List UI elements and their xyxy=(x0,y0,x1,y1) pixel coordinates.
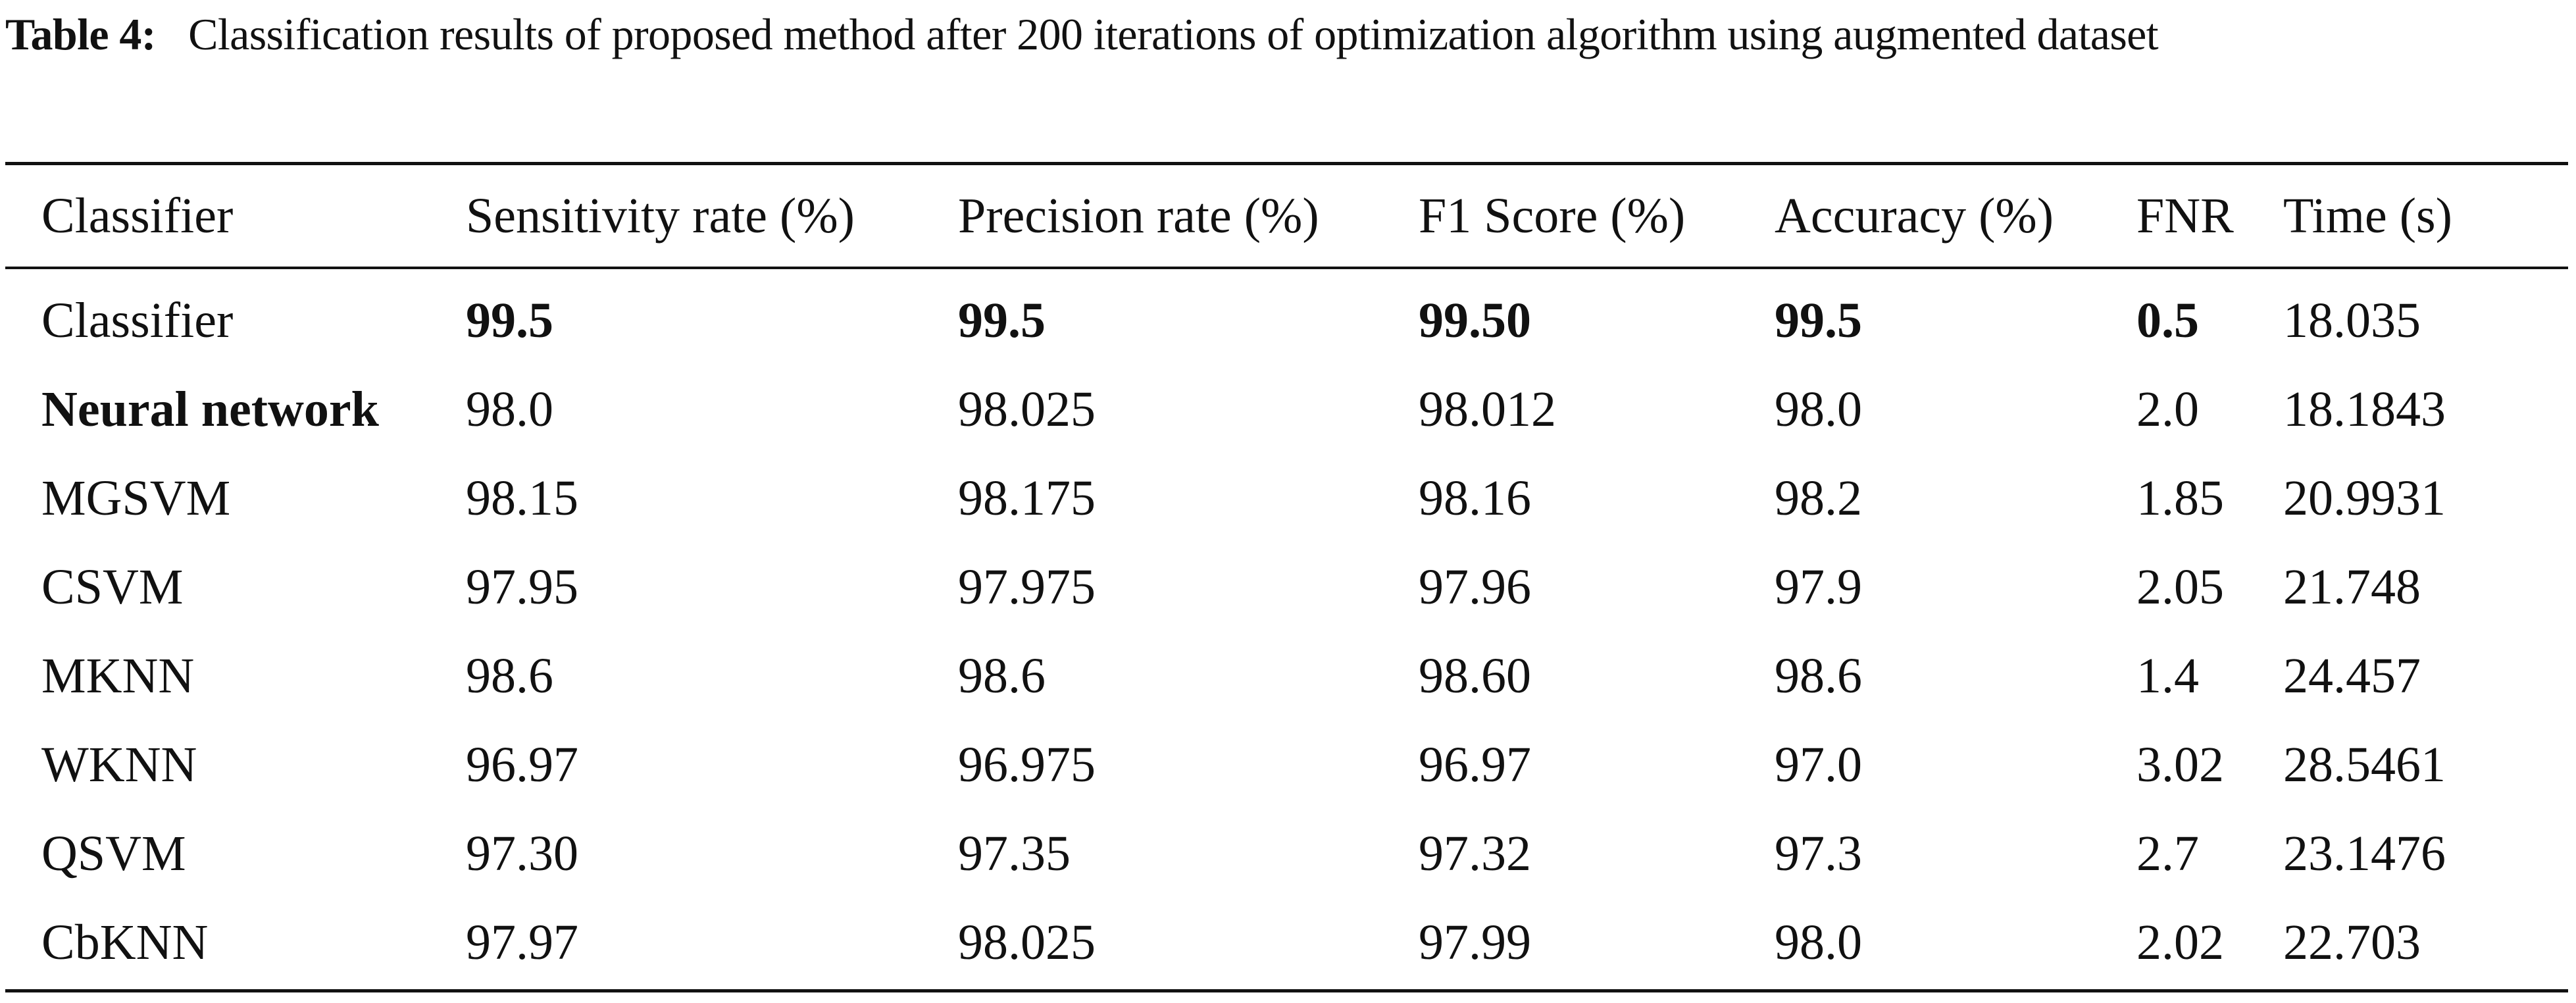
cell-time: 21.748 xyxy=(2283,559,2421,615)
cell-precision: 98.6 xyxy=(958,648,1046,704)
cell-sensitivity: 98.15 xyxy=(466,471,578,526)
cell-sensitivity: 97.97 xyxy=(466,915,578,970)
cell-precision: 96.975 xyxy=(958,737,1096,792)
cell-sensitivity: 97.30 xyxy=(466,826,578,881)
cell-sensitivity: 99.5 xyxy=(466,293,553,348)
header-rule xyxy=(5,267,2568,269)
cell-precision: 99.5 xyxy=(958,293,1046,348)
cell-accuracy: 98.2 xyxy=(1775,471,1862,526)
bottom-rule xyxy=(5,989,2568,992)
cell-f1-score: 99.50 xyxy=(1419,293,1531,348)
cell-precision: 98.175 xyxy=(958,471,1096,526)
cell-sensitivity: 98.6 xyxy=(466,648,553,704)
header-row: Classifier Sensitivity rate (%) Precisio… xyxy=(5,165,2568,267)
cell-sensitivity: 97.95 xyxy=(466,559,578,615)
table-caption-text: Classification results of proposed metho… xyxy=(188,9,2159,59)
cell-accuracy: 97.3 xyxy=(1775,826,1862,881)
cell-accuracy: 98.0 xyxy=(1775,915,1862,970)
table-row: QSVM 97.30 97.35 97.32 97.3 2.7 23.1476 xyxy=(5,810,2568,898)
table-row: WKNN 96.97 96.975 96.97 97.0 3.02 28.546… xyxy=(5,721,2568,810)
table-row: CbKNN 97.97 98.025 97.99 98.0 2.02 22.70… xyxy=(5,898,2568,987)
cell-time: 20.9931 xyxy=(2283,471,2446,526)
table-row: Classifier 99.5 99.5 99.50 99.5 0.5 18.0… xyxy=(5,276,2568,365)
cell-precision: 98.025 xyxy=(958,382,1096,437)
cell-time: 22.703 xyxy=(2283,915,2421,970)
cell-accuracy: 97.0 xyxy=(1775,737,1862,792)
cell-classifier: CSVM xyxy=(41,559,184,615)
header-time: Time (s) xyxy=(2283,188,2452,244)
table-row: CSVM 97.95 97.975 97.96 97.9 2.05 21.748 xyxy=(5,543,2568,632)
cell-f1-score: 97.99 xyxy=(1419,915,1531,970)
cell-fnr: 0.5 xyxy=(2136,293,2199,348)
cell-sensitivity: 96.97 xyxy=(466,737,578,792)
cell-accuracy: 98.0 xyxy=(1775,382,1862,437)
cell-fnr: 2.0 xyxy=(2136,382,2199,437)
header-accuracy: Accuracy (%) xyxy=(1775,188,2054,244)
header-sensitivity: Sensitivity rate (%) xyxy=(466,188,855,244)
cell-precision: 98.025 xyxy=(958,915,1096,970)
cell-accuracy: 99.5 xyxy=(1775,293,1862,348)
cell-classifier: Neural network xyxy=(41,382,379,437)
header-precision: Precision rate (%) xyxy=(958,188,1319,244)
cell-f1-score: 96.97 xyxy=(1419,737,1531,792)
cell-fnr: 2.05 xyxy=(2136,559,2224,615)
header-classifier: Classifier xyxy=(41,188,234,244)
cell-fnr: 1.85 xyxy=(2136,471,2224,526)
table-row: MKNN 98.6 98.6 98.60 98.6 1.4 24.457 xyxy=(5,632,2568,721)
cell-classifier: QSVM xyxy=(41,826,186,881)
table-row: MGSVM 98.15 98.175 98.16 98.2 1.85 20.99… xyxy=(5,454,2568,543)
cell-time: 23.1476 xyxy=(2283,826,2446,881)
cell-precision: 97.975 xyxy=(958,559,1096,615)
cell-accuracy: 98.6 xyxy=(1775,648,1862,704)
cell-classifier: MGSVM xyxy=(41,471,231,526)
table-row: Neural network 98.0 98.025 98.012 98.0 2… xyxy=(5,365,2568,454)
cell-f1-score: 98.012 xyxy=(1419,382,1556,437)
cell-precision: 97.35 xyxy=(958,826,1071,881)
cell-classifier: WKNN xyxy=(41,737,197,792)
cell-f1-score: 98.60 xyxy=(1419,648,1531,704)
table-caption: Table 4: Classification results of propo… xyxy=(5,5,2571,63)
cell-fnr: 2.02 xyxy=(2136,915,2224,970)
cell-fnr: 3.02 xyxy=(2136,737,2224,792)
cell-fnr: 2.7 xyxy=(2136,826,2199,881)
cell-f1-score: 97.32 xyxy=(1419,826,1531,881)
cell-classifier: MKNN xyxy=(41,648,195,704)
cell-f1-score: 98.16 xyxy=(1419,471,1531,526)
results-table-header: Classifier Sensitivity rate (%) Precisio… xyxy=(5,165,2568,267)
results-table: Classifier 99.5 99.5 99.50 99.5 0.5 18.0… xyxy=(5,276,2568,987)
cell-time: 24.457 xyxy=(2283,648,2421,704)
cell-classifier: CbKNN xyxy=(41,915,209,970)
header-f1-score: F1 Score (%) xyxy=(1419,188,1686,244)
cell-classifier: Classifier xyxy=(41,293,234,348)
cell-sensitivity: 98.0 xyxy=(466,382,553,437)
cell-time: 18.035 xyxy=(2283,293,2421,348)
table-caption-label: Table 4: xyxy=(5,9,156,59)
header-fnr: FNR xyxy=(2136,188,2234,244)
cell-accuracy: 97.9 xyxy=(1775,559,1862,615)
cell-fnr: 1.4 xyxy=(2136,648,2199,704)
cell-f1-score: 97.96 xyxy=(1419,559,1531,615)
top-rule xyxy=(5,162,2568,165)
cell-time: 18.1843 xyxy=(2283,382,2446,437)
cell-time: 28.5461 xyxy=(2283,737,2446,792)
